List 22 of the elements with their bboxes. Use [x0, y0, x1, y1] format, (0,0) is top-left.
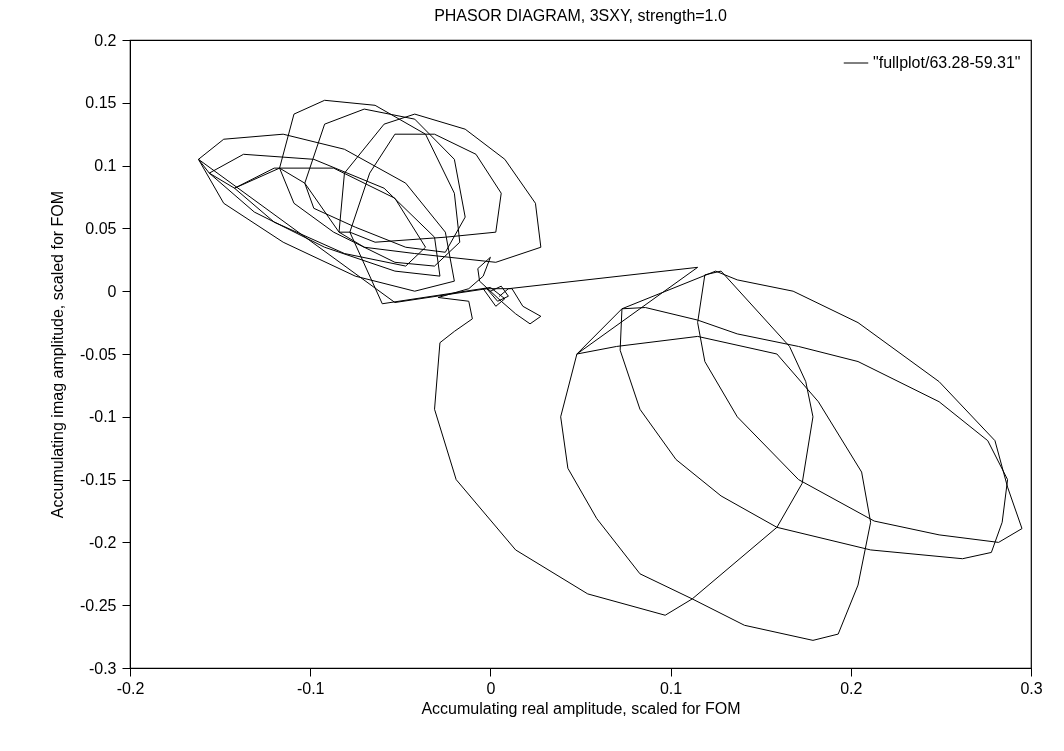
line-series — [197, 99, 1023, 641]
y-tick-label: -0.3 — [88, 659, 117, 677]
x-tick-label: -0.2 — [116, 679, 145, 697]
x-tick-label: 0 — [486, 679, 496, 697]
y-tick-label: 0.05 — [85, 219, 117, 237]
x-tick-label: 0.1 — [659, 679, 683, 697]
y-axis-title: Accumulating imag amplitude, scaled for FOM — [49, 190, 67, 519]
legend-label: "fullplot/63.28-59.31" — [873, 54, 1021, 71]
y-tick-label: -0.25 — [80, 596, 117, 614]
x-tick-label: -0.1 — [296, 679, 325, 697]
y-tick-label: 0.15 — [85, 94, 117, 112]
chart-title: PHASOR DIAGRAM, 3SXY, strength=1.0 — [434, 7, 727, 24]
y-tick-label: -0.05 — [80, 345, 117, 363]
y-tick-label: -0.15 — [80, 471, 117, 489]
y-tick-label: -0.1 — [88, 408, 117, 426]
y-tick-label: 0.1 — [94, 157, 117, 175]
x-axis-title: Accumulating real amplitude, scaled for FOM — [421, 699, 741, 717]
x-tick-label: 0.3 — [1020, 679, 1043, 697]
y-tick-label: 0.2 — [94, 31, 117, 49]
y-tick-label: -0.2 — [88, 533, 117, 551]
y-tick-label: 0 — [107, 282, 117, 300]
x-tick-label: 0.2 — [840, 679, 863, 697]
